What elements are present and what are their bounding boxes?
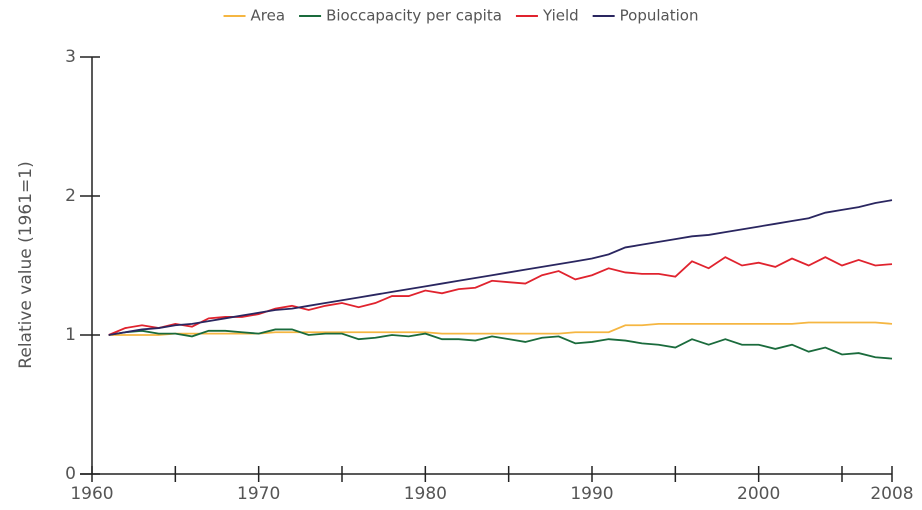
x-tick-label: 1990 — [570, 484, 613, 504]
series-line — [108, 199, 893, 336]
y-tick-label: 3 — [65, 47, 76, 67]
x-tick-label: 1980 — [404, 484, 447, 504]
x-tick-label: 1960 — [70, 484, 113, 504]
legend: Area Bioccapacity per capita Yield Populati… — [223, 7, 699, 25]
y-axis-label: Relative value (1961=1) — [16, 161, 36, 368]
y-tick-label: 2 — [65, 186, 76, 206]
series-line — [108, 321, 893, 336]
legend-label: Bioccapacity per capita — [326, 7, 502, 25]
y-tick-label: 1 — [65, 325, 76, 345]
legend-label: Area — [251, 7, 286, 25]
y-tick-label: 0 — [65, 464, 76, 484]
series-line — [108, 328, 893, 360]
x-tick-label: 1970 — [237, 484, 280, 504]
x-tick-label: 2000 — [737, 484, 780, 504]
legend-label: Population — [620, 7, 699, 25]
series-line — [108, 256, 893, 336]
x-tick-label: 2008 — [870, 484, 913, 504]
legend-label: Yield — [542, 7, 579, 25]
